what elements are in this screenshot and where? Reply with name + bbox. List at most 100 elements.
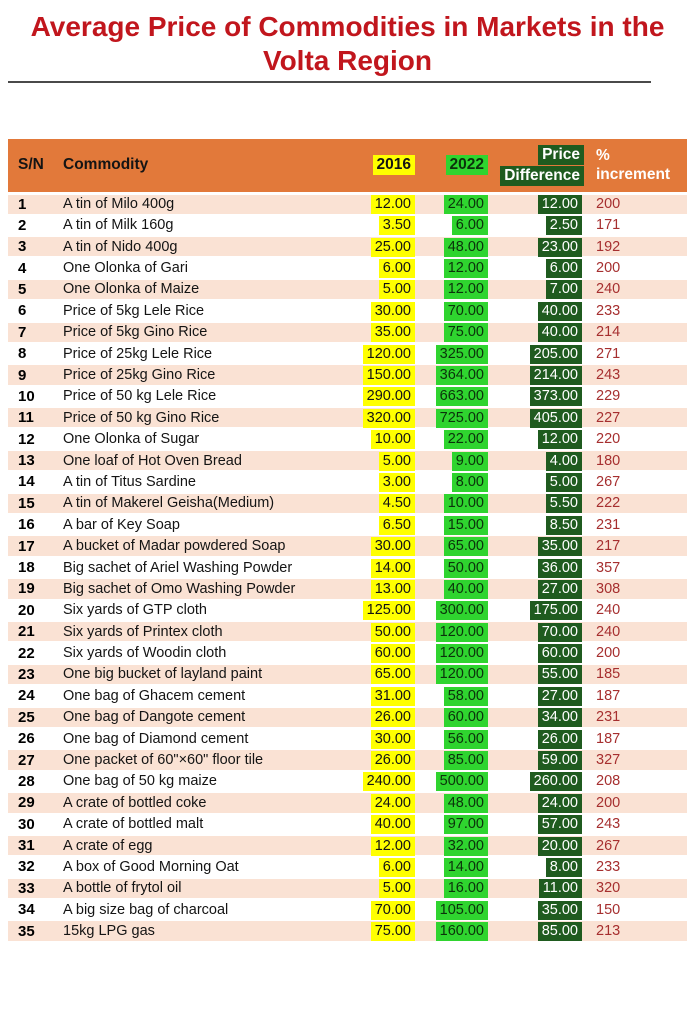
cell-serial-number: 9 — [8, 364, 55, 387]
price-2016-highlight: 40.00 — [370, 815, 415, 835]
cell-percent-increment: 267 — [584, 471, 687, 494]
price-difference-value-highlight: 60.00 — [537, 644, 582, 664]
table-row: 23 One big bucket of layland paint 65.00… — [8, 663, 687, 687]
price-difference-value-highlight: 35.00 — [537, 900, 582, 920]
price-difference-value-highlight: 7.00 — [545, 280, 582, 300]
price-difference-value-highlight: 12.00 — [537, 430, 582, 450]
cell-serial-number: 7 — [8, 321, 55, 344]
cell-price-2016: 120.00 — [330, 342, 417, 366]
cell-commodity: One loaf of Hot Oven Bread — [55, 449, 330, 473]
cell-commodity: Price of 25kg Gino Rice — [55, 364, 330, 387]
cell-price-difference: 2.50 — [490, 214, 584, 237]
cell-price-2022: 120.00 — [417, 663, 490, 687]
price-2016-highlight: 50.00 — [370, 622, 415, 642]
price-2022-highlight: 48.00 — [443, 793, 488, 813]
cell-price-difference: 8.00 — [490, 856, 584, 879]
cell-price-difference: 260.00 — [490, 770, 584, 794]
cell-price-2022: 58.00 — [417, 685, 490, 708]
cell-commodity: Big sachet of Omo Washing Powder — [55, 578, 330, 601]
cell-price-2016: 40.00 — [330, 813, 417, 836]
price-2016-highlight: 31.00 — [370, 686, 415, 706]
price-difference-value-highlight: 23.00 — [537, 237, 582, 257]
cell-price-2022: 9.00 — [417, 449, 490, 473]
price-2022-highlight: 24.00 — [443, 195, 488, 215]
cell-serial-number: 1 — [8, 193, 55, 216]
price-difference-value-highlight: 24.00 — [537, 793, 582, 813]
cell-price-2016: 13.00 — [330, 578, 417, 601]
cell-price-2016: 6.00 — [330, 856, 417, 879]
table-body: 1 A tin of Milo 400g 12.00 24.00 12.00 2… — [8, 193, 687, 943]
price-2022-highlight: 65.00 — [443, 537, 488, 557]
title-rule — [8, 81, 651, 84]
price-2022-highlight: 85.00 — [443, 751, 488, 771]
price-2022-highlight: 32.00 — [443, 836, 488, 856]
price-2022-highlight: 120.00 — [435, 665, 488, 685]
cell-commodity: One Olonka of Maize — [55, 278, 330, 302]
cell-price-2022: 8.00 — [417, 471, 490, 494]
table-row: 19 Big sachet of Omo Washing Powder 13.0… — [8, 578, 687, 601]
cell-percent-increment: 222 — [584, 492, 687, 516]
price-difference-value-highlight: 20.00 — [537, 836, 582, 856]
table-row: 12 One Olonka of Sugar 10.00 22.00 12.00… — [8, 428, 687, 451]
cell-percent-increment: 200 — [584, 193, 687, 216]
cell-serial-number: 4 — [8, 257, 55, 280]
cell-commodity: Six yards of GTP cloth — [55, 599, 330, 623]
price-difference-value-highlight: 8.00 — [545, 857, 582, 877]
cell-commodity: A tin of Makerel Geisha(Medium) — [55, 492, 330, 516]
cell-price-2022: 70.00 — [417, 300, 490, 323]
cell-price-2022: 75.00 — [417, 321, 490, 344]
cell-percent-increment: 220 — [584, 428, 687, 451]
price-difference-value-highlight: 26.00 — [537, 729, 582, 749]
table-row: 11 Price of 50 kg Gino Rice 320.00 725.0… — [8, 407, 687, 430]
cell-commodity: A box of Good Morning Oat — [55, 856, 330, 879]
year-2016-highlight: 2016 — [372, 155, 415, 176]
cell-price-difference: 59.00 — [490, 749, 584, 772]
cell-percent-increment: 240 — [584, 278, 687, 302]
cell-percent-increment: 213 — [584, 920, 687, 943]
header-cell-2016: 2016 — [330, 139, 417, 195]
cell-serial-number: 25 — [8, 706, 55, 729]
price-2022-highlight: 12.00 — [443, 280, 488, 300]
cell-percent-increment: 200 — [584, 792, 687, 815]
cell-commodity: One bag of 50 kg maize — [55, 770, 330, 794]
table-row: 1 A tin of Milo 400g 12.00 24.00 12.00 2… — [8, 193, 687, 216]
cell-price-2016: 75.00 — [330, 920, 417, 943]
cell-commodity: One big bucket of layland paint — [55, 663, 330, 687]
cell-commodity: A tin of Titus Sardine — [55, 471, 330, 494]
cell-price-difference: 175.00 — [490, 599, 584, 623]
price-2016-highlight: 35.00 — [370, 323, 415, 343]
cell-price-difference: 27.00 — [490, 578, 584, 601]
cell-price-difference: 85.00 — [490, 920, 584, 943]
cell-price-2016: 30.00 — [330, 535, 417, 558]
cell-commodity: A tin of Milk 160g — [55, 214, 330, 237]
cell-percent-increment: 180 — [584, 449, 687, 473]
price-2022-highlight: 300.00 — [435, 601, 488, 621]
cell-serial-number: 8 — [8, 342, 55, 366]
price-2016-highlight: 6.00 — [378, 259, 415, 279]
price-2016-highlight: 75.00 — [370, 922, 415, 942]
table-row: 20 Six yards of GTP cloth 125.00 300.00 … — [8, 599, 687, 623]
cell-price-difference: 23.00 — [490, 235, 584, 259]
cell-percent-increment: 192 — [584, 235, 687, 259]
cell-price-2016: 125.00 — [330, 599, 417, 623]
cell-serial-number: 30 — [8, 813, 55, 836]
cell-price-2016: 60.00 — [330, 642, 417, 665]
price-2016-highlight: 26.00 — [370, 751, 415, 771]
cell-percent-increment: 185 — [584, 663, 687, 687]
cell-percent-increment: 327 — [584, 749, 687, 772]
cell-serial-number: 13 — [8, 449, 55, 473]
price-2022-highlight: 60.00 — [443, 708, 488, 728]
cell-price-2016: 4.50 — [330, 492, 417, 516]
cell-price-2022: 50.00 — [417, 556, 490, 580]
cell-price-2016: 14.00 — [330, 556, 417, 580]
cell-price-2016: 290.00 — [330, 385, 417, 409]
cell-price-difference: 7.00 — [490, 278, 584, 302]
price-2016-highlight: 10.00 — [370, 430, 415, 450]
cell-price-2022: 105.00 — [417, 899, 490, 922]
cell-percent-increment: 214 — [584, 321, 687, 344]
cell-serial-number: 28 — [8, 770, 55, 794]
price-difference-value-highlight: 6.00 — [545, 259, 582, 279]
cell-percent-increment: 171 — [584, 214, 687, 237]
cell-price-difference: 12.00 — [490, 193, 584, 216]
cell-commodity: A crate of bottled malt — [55, 813, 330, 836]
